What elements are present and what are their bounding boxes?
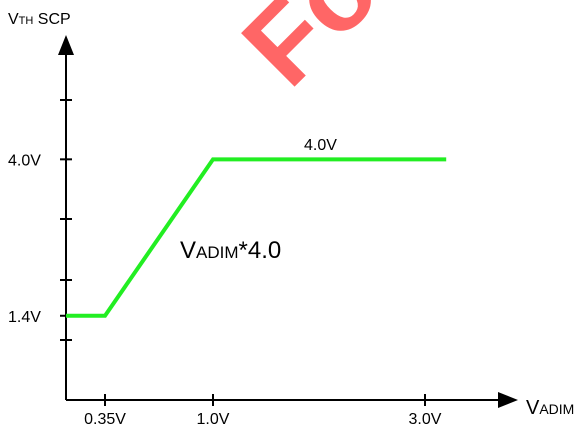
minor-ticks — [60, 99, 72, 341]
watermark: Fo — [219, 0, 401, 109]
annotation: 4.0V — [304, 137, 337, 154]
label-part: TH — [19, 15, 34, 27]
label-part: SCP — [33, 11, 70, 28]
y-tick-label: 4.0V — [8, 152, 41, 169]
x-tick-label: 3.0V — [409, 411, 442, 427]
annotation: VADIM*4.0 — [180, 237, 281, 264]
y-tick-label: 1.4V — [8, 309, 41, 326]
line — [66, 157, 447, 318]
label-part: ADIM — [196, 243, 239, 262]
y-axis-label: VTH SCP — [8, 11, 71, 28]
label-part: V — [8, 11, 19, 28]
label-part: V — [180, 237, 196, 264]
label-part: ADIM — [539, 401, 574, 417]
x-tick-label: 0.35V — [84, 411, 126, 427]
label-part: *4.0 — [239, 237, 282, 264]
label-part: V — [526, 397, 540, 419]
x-axis-label: VADIM — [526, 397, 574, 419]
x-tick-label: 1.0V — [197, 411, 230, 427]
